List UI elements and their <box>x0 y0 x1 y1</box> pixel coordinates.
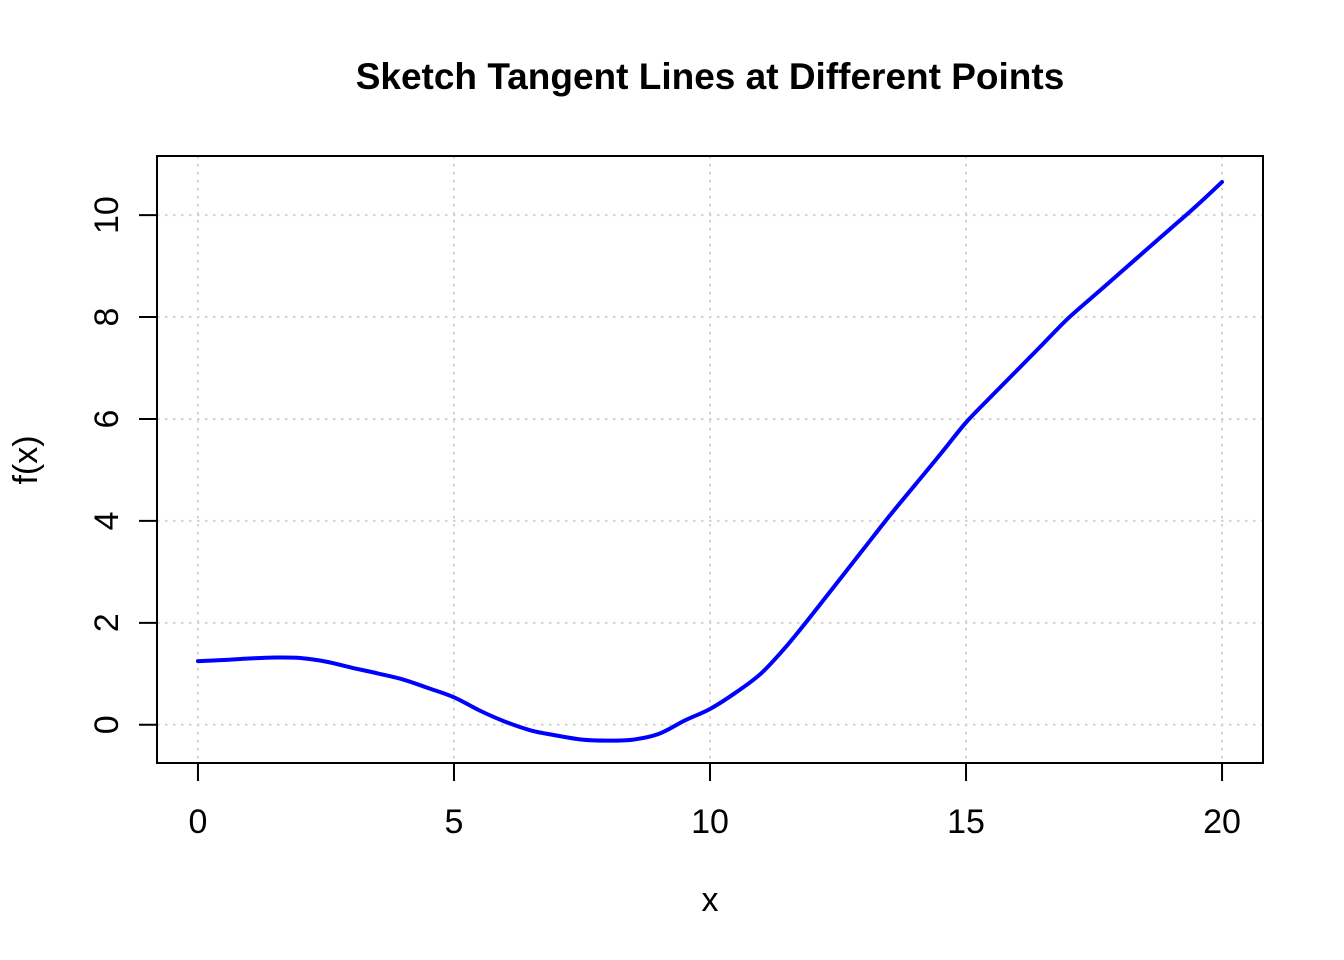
chart-title: Sketch Tangent Lines at Different Points <box>355 56 1065 97</box>
x-tick-label-10: 10 <box>691 803 729 841</box>
y-tick-label-0: 0 <box>88 715 126 734</box>
y-tick-label-8: 8 <box>88 308 126 327</box>
x-tick-label-5: 5 <box>445 803 464 841</box>
y-tick-label-6: 6 <box>88 410 126 429</box>
plot-border <box>156 155 1264 764</box>
y-axis-label: f(x) <box>7 435 45 485</box>
function-curve <box>196 180 1224 743</box>
x-tick-label-20: 20 <box>1203 803 1241 841</box>
y-tick-label-4: 4 <box>88 511 126 530</box>
y-tick-label-2: 2 <box>88 613 126 632</box>
y-tick-label-10: 10 <box>88 196 126 234</box>
x-axis-label: x <box>701 881 719 919</box>
x-tick-label-0: 0 <box>189 803 208 841</box>
x-tick-label-15: 15 <box>947 803 985 841</box>
